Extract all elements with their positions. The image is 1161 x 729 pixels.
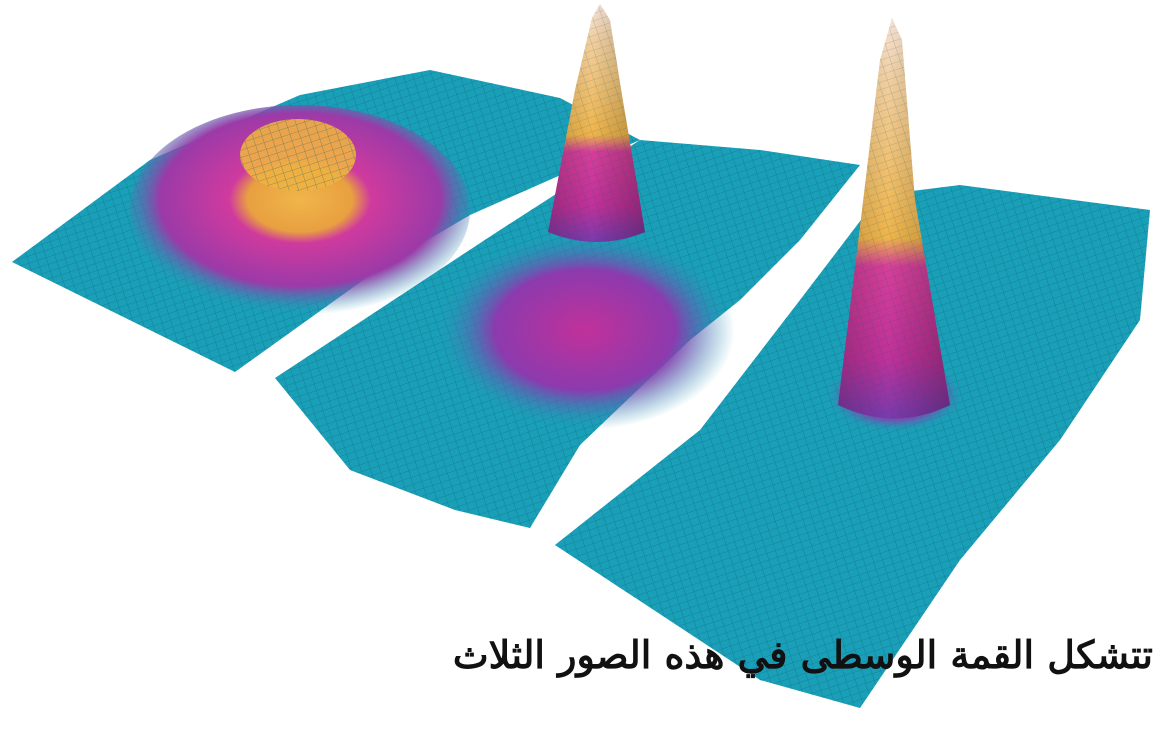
surface-panel-1 bbox=[12, 70, 640, 372]
figure-caption: تتشكل القمة الوسطى في هذه الصور الثلاث bbox=[452, 632, 1153, 677]
surface-panel-2 bbox=[275, 4, 860, 528]
surface-panel-3 bbox=[555, 18, 1150, 708]
